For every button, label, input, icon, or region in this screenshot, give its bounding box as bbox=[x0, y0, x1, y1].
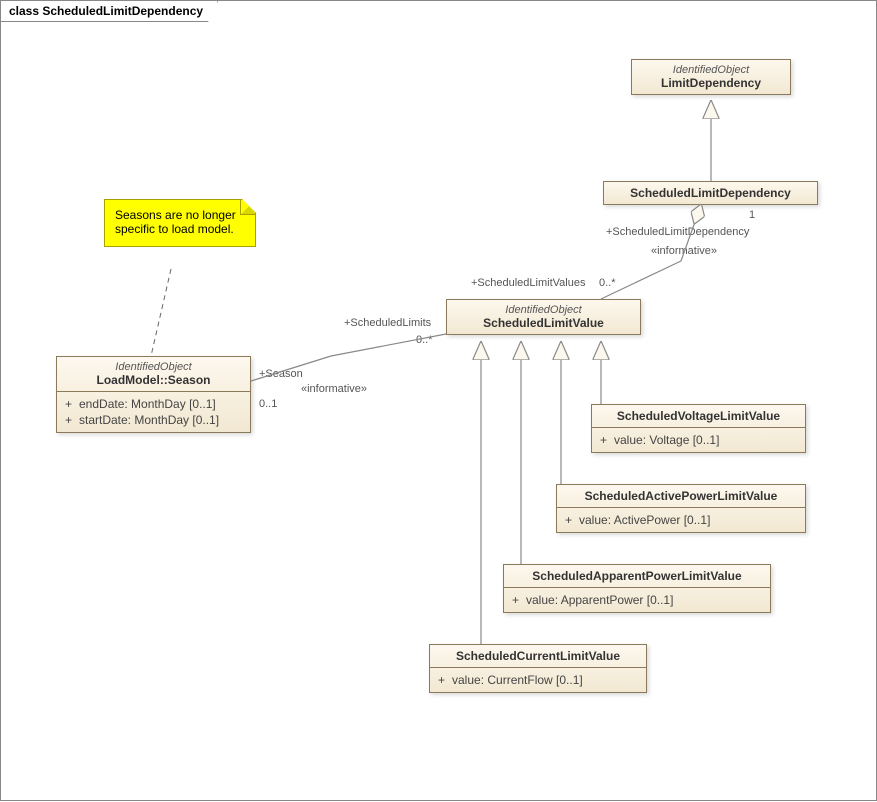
role-slv: +ScheduledLimitValues bbox=[471, 277, 585, 289]
diagram-frame: class ScheduledLimitDependency Seasons a… bbox=[0, 0, 877, 801]
role-season: +Season bbox=[259, 368, 303, 380]
attr-row: +startDate: MonthDay [0..1] bbox=[65, 412, 242, 428]
class-limit-dependency: IdentifiedObject LimitDependency bbox=[631, 59, 791, 95]
frame-title-text: class ScheduledLimitDependency bbox=[9, 4, 203, 18]
class-scheduled-active-power-limit-value: ScheduledActivePowerLimitValue +value: A… bbox=[556, 484, 806, 533]
mult-season: 0..1 bbox=[259, 398, 277, 410]
class-name: LimitDependency bbox=[640, 76, 782, 90]
class-name: ScheduledApparentPowerLimitValue bbox=[512, 569, 762, 583]
stereo-season: «informative» bbox=[301, 383, 367, 395]
mult-slv: 0..* bbox=[599, 277, 616, 289]
class-scheduled-voltage-limit-value: ScheduledVoltageLimitValue +value: Volta… bbox=[591, 404, 806, 453]
role-sld: +ScheduledLimitDependency bbox=[606, 226, 749, 238]
class-head: IdentifiedObject ScheduledLimitValue bbox=[447, 300, 640, 334]
attr-row: +value: CurrentFlow [0..1] bbox=[438, 672, 638, 688]
class-head: ScheduledVoltageLimitValue bbox=[592, 405, 805, 428]
class-name: ScheduledLimitDependency bbox=[612, 186, 809, 200]
class-name: LoadModel::Season bbox=[65, 373, 242, 387]
mult-limits: 0..* bbox=[416, 334, 433, 346]
class-loadmodel-season: IdentifiedObject LoadModel::Season +endD… bbox=[56, 356, 251, 433]
role-limits: +ScheduledLimits bbox=[344, 317, 431, 329]
attr-row: +value: Voltage [0..1] bbox=[600, 432, 797, 448]
frame-title: class ScheduledLimitDependency bbox=[1, 1, 218, 22]
note-seasons: Seasons are no longer specific to load m… bbox=[104, 199, 256, 247]
class-head: ScheduledLimitDependency bbox=[604, 182, 817, 204]
class-head: ScheduledActivePowerLimitValue bbox=[557, 485, 805, 508]
class-attrs: +value: Voltage [0..1] bbox=[592, 428, 805, 452]
class-head: IdentifiedObject LoadModel::Season bbox=[57, 357, 250, 392]
class-name: ScheduledCurrentLimitValue bbox=[438, 649, 638, 663]
class-head: ScheduledApparentPowerLimitValue bbox=[504, 565, 770, 588]
mult-sld-1: 1 bbox=[749, 209, 755, 221]
note-text: Seasons are no longer specific to load m… bbox=[115, 208, 236, 236]
stereotype: IdentifiedObject bbox=[65, 361, 242, 373]
class-name: ScheduledActivePowerLimitValue bbox=[565, 489, 797, 503]
class-scheduled-apparent-power-limit-value: ScheduledApparentPowerLimitValue +value:… bbox=[503, 564, 771, 613]
stereotype: IdentifiedObject bbox=[640, 64, 782, 76]
attr-row: +endDate: MonthDay [0..1] bbox=[65, 396, 242, 412]
class-scheduled-limit-value: IdentifiedObject ScheduledLimitValue bbox=[446, 299, 641, 335]
class-name: ScheduledLimitValue bbox=[455, 316, 632, 330]
class-attrs: +value: ApparentPower [0..1] bbox=[504, 588, 770, 612]
class-scheduled-current-limit-value: ScheduledCurrentLimitValue +value: Curre… bbox=[429, 644, 647, 693]
class-attrs: +endDate: MonthDay [0..1] +startDate: Mo… bbox=[57, 392, 250, 432]
class-scheduled-limit-dependency: ScheduledLimitDependency bbox=[603, 181, 818, 205]
class-head: IdentifiedObject LimitDependency bbox=[632, 60, 790, 94]
attr-row: +value: ApparentPower [0..1] bbox=[512, 592, 762, 608]
class-head: ScheduledCurrentLimitValue bbox=[430, 645, 646, 668]
class-attrs: +value: ActivePower [0..1] bbox=[557, 508, 805, 532]
note-link bbox=[151, 269, 171, 356]
class-name: ScheduledVoltageLimitValue bbox=[600, 409, 797, 423]
attr-row: +value: ActivePower [0..1] bbox=[565, 512, 797, 528]
stereotype: IdentifiedObject bbox=[455, 304, 632, 316]
class-attrs: +value: CurrentFlow [0..1] bbox=[430, 668, 646, 692]
stereo-sld: «informative» bbox=[651, 245, 717, 257]
